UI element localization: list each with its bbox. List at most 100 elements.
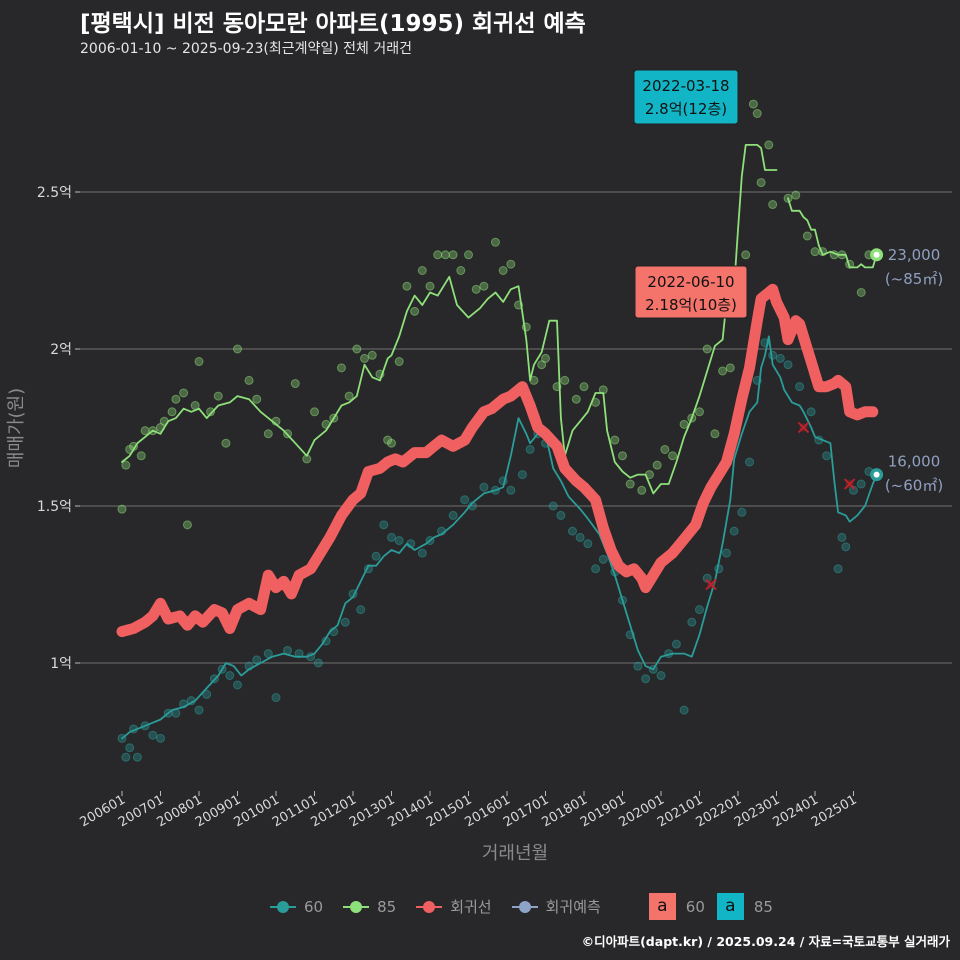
scatter-point-85 [213, 391, 223, 401]
scatter-point-85 [618, 451, 627, 461]
scatter-point-85 [310, 407, 319, 417]
scatter-point-60 [271, 693, 281, 703]
scatter-point-85 [402, 281, 412, 291]
scatter-point-60 [583, 539, 593, 549]
scatter-point-60 [479, 482, 489, 492]
scatter-point-85 [425, 281, 435, 291]
scatter-point-60 [575, 532, 585, 542]
scatter-point-60 [356, 605, 366, 615]
scatter-point-85 [679, 419, 689, 429]
scatter-point-60 [795, 382, 805, 392]
legend-key-85 [343, 900, 370, 914]
scatter-point-85 [802, 231, 812, 241]
scatter-point-60 [721, 548, 731, 558]
scatter-point-60 [841, 542, 851, 552]
annotation-box [634, 265, 748, 319]
scatter-point-60 [833, 564, 843, 574]
scatter-point-60 [448, 510, 458, 520]
end-area-label: (~85㎡) [885, 270, 943, 288]
scatter-point-85 [498, 266, 508, 275]
scatter-point-85 [179, 388, 189, 398]
regression-prediction-marker [797, 421, 810, 434]
scatter-point-85 [610, 435, 620, 445]
scatter-point-85 [456, 266, 466, 275]
scatter-point-60 [252, 655, 262, 665]
scatter-point-85 [660, 444, 670, 454]
scatter-point-85 [541, 353, 550, 363]
scatter-point-85 [579, 382, 589, 392]
end-point-center [873, 471, 880, 478]
scatter-point-85 [725, 363, 735, 373]
series-line-85 [121, 144, 778, 495]
scatter-point-60 [783, 360, 793, 370]
legend-dot [350, 900, 363, 913]
scatter-point-60 [460, 495, 470, 505]
source-footer: ©디아파트(dapt.kr) / 2025.09.24 / 자료=국토교통부 실… [581, 934, 950, 949]
end-point-center [873, 251, 880, 258]
scatter-point-85 [360, 353, 370, 363]
prediction-cross-stroke [797, 421, 810, 434]
scatter-point-85 [182, 520, 192, 530]
scatter-point-60 [417, 548, 427, 558]
scatter-point-85 [791, 190, 801, 200]
y-axis-title: 매매가(원) [6, 388, 27, 468]
legend-annotation-box-85: a [716, 893, 744, 920]
x-axis-ticks: 2006012007012008012009012010012011012012… [78, 791, 860, 830]
scatter-point-85 [668, 451, 678, 461]
scatter-point-60 [567, 526, 577, 536]
legend-dot [277, 900, 289, 913]
annotation-layer: 2022-03-18 2.8억(12층) 2022-06-10 2.18억(10층) [633, 69, 748, 319]
legend-key-60 [270, 900, 296, 914]
scatter-point-60 [598, 554, 608, 564]
scatter-point-85 [117, 504, 127, 514]
scatter-point-60 [849, 485, 858, 495]
y-tick-label: 1억 [50, 656, 72, 672]
regression-prediction-layer [705, 421, 856, 591]
y-tick-label: 2.5억 [37, 185, 72, 201]
scatter-point-85 [417, 266, 427, 275]
annotation-date: 2022-06-10 [647, 273, 734, 291]
scatter-point-85 [171, 394, 181, 404]
scatter-point-85 [702, 344, 712, 354]
legend: 60 85 회귀선 회귀예측 a 60 a 85 [270, 893, 793, 920]
scatter-point-85 [140, 426, 150, 436]
scatter-point-85 [367, 350, 377, 360]
scatter-point-85 [752, 109, 762, 118]
y-tick-label: 1.5억 [37, 499, 72, 515]
scatter-point-60 [548, 501, 558, 511]
scatter-point-85 [440, 250, 450, 260]
scatter-point-60 [591, 564, 601, 574]
scatter-point-85 [194, 357, 204, 367]
scatter-point-85 [387, 438, 396, 448]
scatter-point-85 [136, 451, 146, 461]
scatter-point-85 [479, 281, 489, 291]
scatter-point-60 [822, 451, 832, 461]
scatter-point-85 [710, 429, 720, 439]
series-line-85 [787, 197, 878, 269]
scatter-point-60 [121, 752, 131, 762]
scatter-point-85 [506, 259, 516, 269]
scatter-point-60 [125, 743, 135, 753]
scatter-point-85 [167, 407, 177, 417]
scatter-point-85 [344, 391, 354, 401]
scatter-point-60 [202, 689, 212, 699]
scatter-point-85 [221, 438, 231, 448]
scatter-point-60 [679, 705, 689, 715]
scatter-point-85 [433, 250, 443, 260]
end-area-label: (~60㎡) [885, 477, 943, 495]
legend-label-regression-prediction: 회귀예측 [545, 898, 601, 916]
scatter-point-60 [737, 507, 747, 517]
scatter-point-85 [741, 250, 751, 260]
scatter-point-60 [695, 605, 704, 615]
scatter-point-85 [764, 140, 774, 150]
scatter-point-60 [656, 671, 666, 681]
legend-key-regression [416, 900, 443, 914]
scatter-point-85 [290, 379, 300, 389]
scatter-point-85 [263, 429, 273, 439]
scatter-point-85 [748, 99, 758, 109]
y-axis-ticks: 1억 1.5억 2억 2.5억 [37, 185, 80, 672]
regression-line [116, 283, 879, 638]
annotation-box [633, 69, 739, 125]
scatter-point-60 [379, 520, 389, 530]
